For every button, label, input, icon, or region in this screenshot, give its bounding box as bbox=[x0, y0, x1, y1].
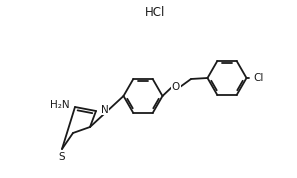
Text: N: N bbox=[101, 105, 109, 115]
Text: Cl: Cl bbox=[254, 73, 264, 83]
Text: O: O bbox=[172, 82, 180, 92]
Text: HCl: HCl bbox=[145, 7, 165, 20]
Text: S: S bbox=[59, 152, 65, 162]
Text: H₂N: H₂N bbox=[50, 100, 70, 110]
